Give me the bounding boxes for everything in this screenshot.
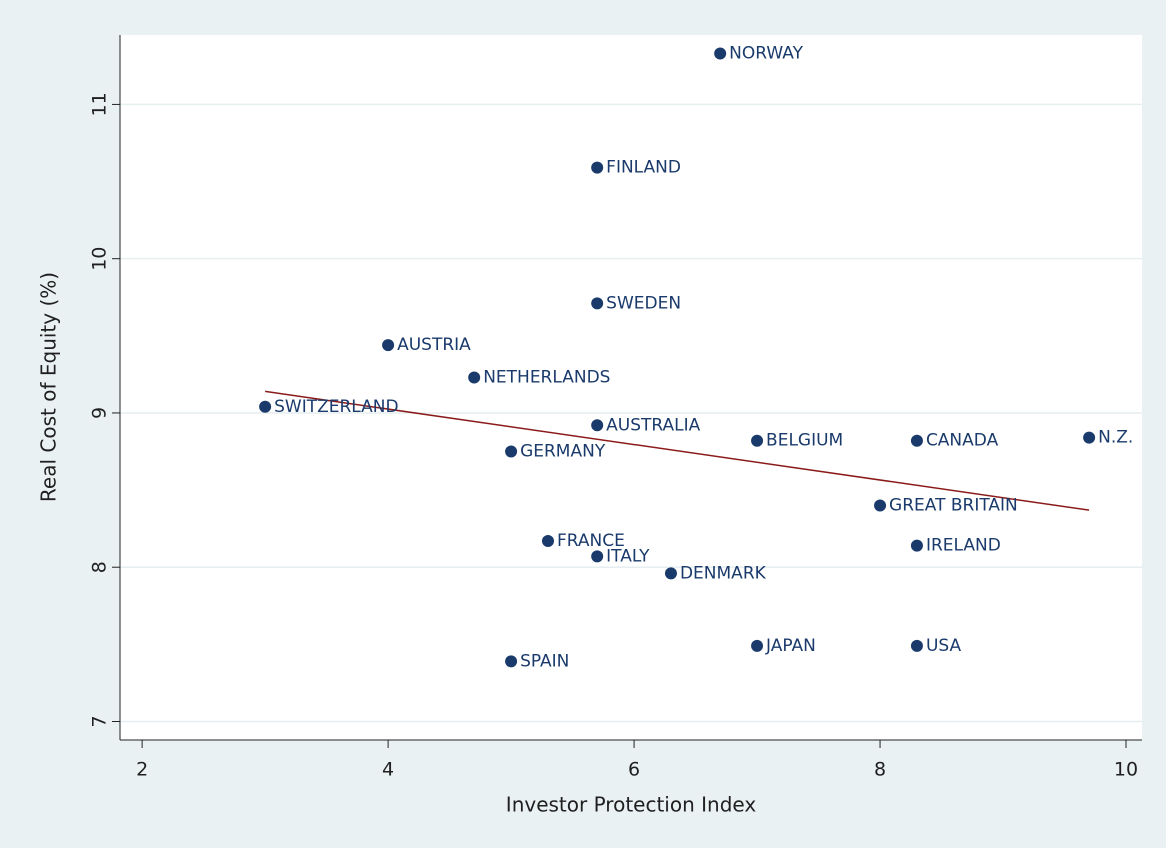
point-label: DENMARK [680, 563, 767, 583]
y-tick-label: 7 [89, 715, 111, 727]
x-tick-label: 8 [874, 759, 886, 781]
x-tick-label: 10 [1114, 759, 1138, 781]
point-label: SPAIN [520, 651, 569, 671]
point [751, 639, 764, 652]
point-label: USA [926, 636, 962, 656]
point [910, 434, 923, 447]
point-label: IRELAND [926, 536, 1001, 556]
point [874, 499, 887, 512]
plot-area [120, 35, 1142, 740]
point-label: ITALY [606, 546, 650, 566]
point-label: NORWAY [729, 44, 803, 64]
point [751, 434, 764, 447]
point-label: NETHERLANDS [483, 367, 610, 387]
point [259, 400, 272, 413]
point-label: AUSTRALIA [606, 415, 700, 435]
fit-line [265, 390, 1090, 511]
point-label: BELGIUM [766, 431, 843, 451]
y-axis-title: Real Cost of Equity (%) [37, 272, 61, 502]
point-label: FINLAND [606, 158, 681, 178]
point [664, 567, 677, 580]
point-label: SWEDEN [606, 293, 681, 313]
y-tick-label: 8 [89, 561, 111, 573]
point [505, 445, 518, 458]
point-label: AUSTRIA [397, 335, 471, 355]
y-tick-label: 11 [89, 92, 111, 116]
point [541, 534, 554, 547]
y-tick-label: 10 [89, 247, 111, 271]
point-label: CANADA [926, 431, 999, 451]
point [505, 655, 518, 668]
point-label: SWITZERLAND [274, 397, 399, 417]
point [591, 297, 604, 310]
point [591, 419, 604, 432]
point-label: JAPAN [765, 636, 816, 656]
point-label: FRANCE [557, 531, 625, 551]
point [1083, 431, 1096, 444]
point [468, 371, 481, 384]
point-label: GERMANY [520, 442, 606, 462]
x-tick-label: 4 [382, 759, 394, 781]
point-label: N.Z. [1098, 428, 1133, 448]
x-tick-label: 2 [136, 759, 148, 781]
y-tick-label: 9 [89, 407, 111, 419]
x-tick-label: 6 [628, 759, 640, 781]
point [591, 550, 604, 563]
point-label: GREAT BRITAIN [889, 496, 1018, 516]
point [591, 161, 604, 174]
point [382, 339, 395, 352]
x-axis-title: Investor Protection Index [506, 793, 757, 817]
point [910, 539, 923, 552]
point [714, 47, 727, 60]
point [910, 639, 923, 652]
